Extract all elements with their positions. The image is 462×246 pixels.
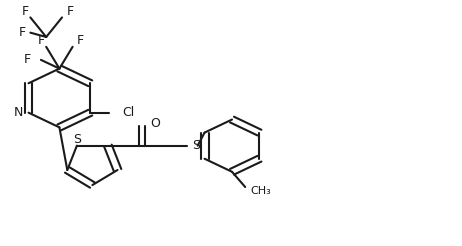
Text: O: O: [150, 117, 160, 130]
Text: CH₃: CH₃: [250, 186, 271, 196]
Text: F: F: [37, 34, 44, 47]
Text: Cl: Cl: [122, 106, 134, 119]
Text: F: F: [24, 53, 31, 66]
Text: F: F: [22, 5, 29, 18]
Text: S: S: [192, 139, 201, 152]
Text: F: F: [19, 26, 26, 39]
Text: N: N: [14, 106, 23, 119]
Text: F: F: [67, 5, 73, 18]
Text: F: F: [77, 34, 84, 47]
Text: S: S: [73, 133, 81, 146]
